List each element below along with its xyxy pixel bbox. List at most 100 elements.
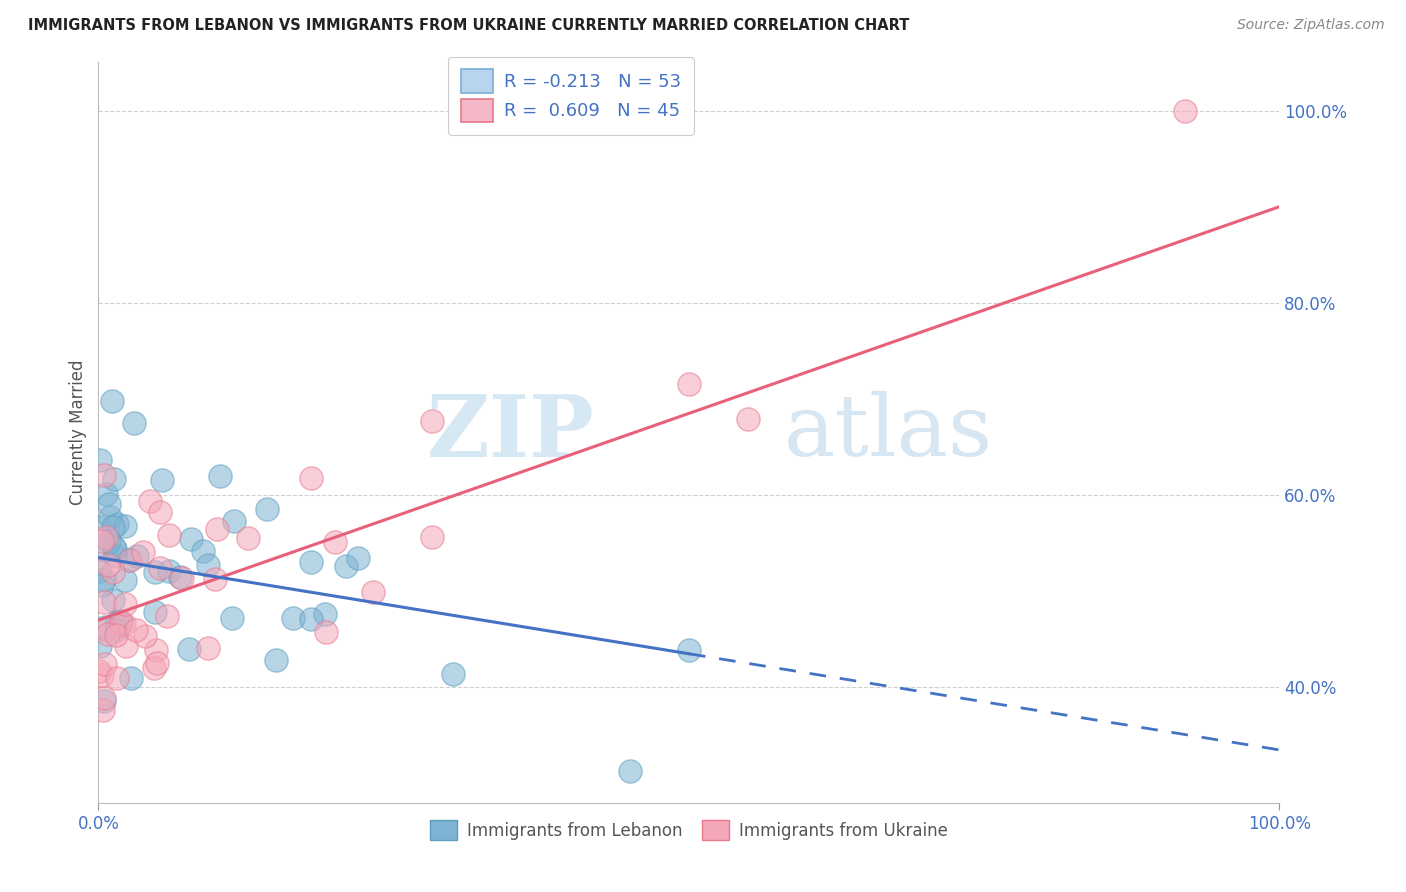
Point (90, 578, 112, 592)
Point (134, 629, 156, 643)
Point (197, 641, 219, 656)
Point (169, 570, 191, 584)
Point (114, 519, 136, 533)
Point (125, 623, 148, 637)
Point (98, 533, 121, 548)
Point (299, 470, 322, 484)
Point (422, 530, 444, 544)
Point (209, 469, 232, 483)
Point (101, 593, 124, 607)
Y-axis label: Currently Married: Currently Married (69, 359, 87, 506)
Point (98, 509, 121, 524)
Point (422, 414, 444, 428)
Point (299, 555, 322, 569)
Point (236, 531, 259, 545)
Point (108, 614, 131, 628)
Point (678, 376, 700, 391)
Point (97, 558, 120, 572)
Point (191, 543, 214, 558)
Point (157, 565, 180, 579)
Point (120, 671, 142, 685)
Point (281, 611, 304, 625)
Point (221, 611, 243, 625)
Point (115, 639, 138, 653)
Point (104, 624, 127, 638)
Legend: Immigrants from Lebanon, Immigrants from Ukraine: Immigrants from Lebanon, Immigrants from… (423, 814, 955, 847)
Point (91, 668, 114, 682)
Point (256, 502, 278, 516)
Point (145, 642, 167, 657)
Point (90, 534, 112, 549)
Point (197, 558, 219, 572)
Point (172, 571, 194, 585)
Point (93, 694, 115, 708)
Point (299, 612, 322, 626)
Point (314, 607, 336, 622)
Point (205, 522, 228, 536)
Point (315, 624, 337, 639)
Point (87, 564, 110, 578)
Text: Source: ZipAtlas.com: Source: ZipAtlas.com (1237, 18, 1385, 32)
Point (103, 520, 125, 534)
Point (142, 660, 165, 674)
Point (347, 550, 370, 565)
Point (737, 411, 759, 425)
Point (94, 543, 117, 558)
Point (104, 628, 127, 642)
Point (105, 671, 128, 685)
Point (94, 530, 117, 544)
Point (139, 494, 162, 508)
Point (110, 615, 132, 630)
Point (180, 533, 202, 547)
Point (104, 549, 127, 564)
Point (114, 574, 136, 588)
Point (150, 473, 173, 487)
Point (149, 505, 172, 519)
Point (89, 453, 111, 467)
Point (619, 764, 641, 778)
Point (93, 595, 115, 609)
Point (155, 609, 177, 624)
Point (105, 517, 128, 532)
Point (89, 639, 111, 653)
Text: ZIP: ZIP (426, 391, 595, 475)
Point (103, 472, 125, 486)
Point (101, 394, 124, 409)
Point (93, 620, 115, 634)
Point (143, 605, 166, 619)
Point (103, 540, 125, 554)
Point (323, 535, 346, 549)
Point (118, 553, 141, 567)
Point (363, 585, 385, 599)
Point (146, 657, 169, 671)
Point (132, 545, 155, 559)
Point (96, 487, 118, 501)
Point (89, 520, 111, 534)
Point (122, 416, 145, 430)
Point (104, 541, 127, 556)
Point (93, 573, 115, 587)
Point (264, 653, 287, 667)
Point (93, 691, 115, 706)
Point (441, 666, 464, 681)
Point (222, 514, 245, 528)
Point (143, 565, 166, 579)
Point (177, 642, 200, 657)
Text: IMMIGRANTS FROM LEBANON VS IMMIGRANTS FROM UKRAINE CURRENTLY MARRIED CORRELATION: IMMIGRANTS FROM LEBANON VS IMMIGRANTS FR… (28, 18, 910, 33)
Point (157, 528, 180, 542)
Point (93, 467, 115, 482)
Point (101, 565, 124, 579)
Point (97, 627, 120, 641)
Point (114, 597, 136, 611)
Point (149, 561, 172, 575)
Point (1174, 103, 1197, 118)
Point (98, 497, 121, 511)
Point (94, 657, 117, 672)
Point (91, 703, 114, 717)
Point (204, 572, 226, 586)
Point (678, 643, 700, 657)
Text: atlas: atlas (783, 391, 993, 475)
Point (96, 622, 118, 636)
Point (120, 553, 142, 567)
Point (105, 615, 128, 629)
